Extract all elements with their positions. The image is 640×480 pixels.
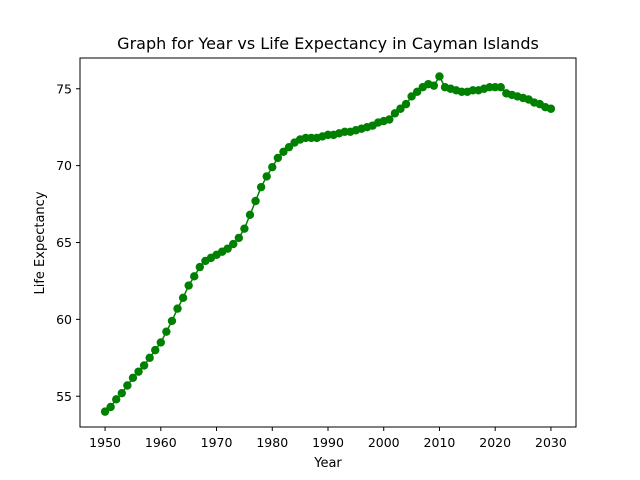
data-point (496, 83, 505, 92)
data-point (412, 87, 422, 97)
data-point (429, 81, 439, 90)
y-axis-label: Life Expectancy (33, 191, 48, 294)
y-tick-label: 75 (56, 81, 72, 96)
data-point (190, 272, 199, 281)
x-tick-label: 1960 (145, 435, 177, 450)
data-point (145, 353, 154, 363)
data-point (112, 395, 121, 404)
data-point (546, 104, 556, 113)
data-point (268, 162, 277, 172)
data-point (240, 224, 249, 233)
data-point (407, 92, 416, 101)
data-point (100, 407, 110, 416)
data-point (167, 316, 177, 326)
data-point (184, 281, 193, 290)
y-tick-label: 60 (56, 312, 72, 327)
x-tick-label: 2020 (479, 435, 511, 450)
data-point (251, 196, 260, 206)
x-tick-label: 2000 (368, 435, 400, 450)
y-tick-label: 70 (56, 158, 72, 173)
data-point (273, 153, 283, 163)
data-point (229, 239, 238, 249)
data-point (128, 373, 138, 382)
data-point (245, 210, 255, 220)
data-point (223, 244, 232, 253)
x-tick-label: 2030 (535, 435, 567, 450)
data-point (173, 304, 182, 313)
data-point (178, 293, 188, 303)
data-point (262, 172, 271, 181)
data-point (134, 367, 143, 376)
plot-area (100, 72, 556, 416)
data-point (106, 402, 115, 412)
data-point (151, 345, 160, 355)
x-tick-label: 2010 (424, 435, 456, 450)
data-point (123, 381, 132, 390)
data-point (162, 327, 171, 336)
x-axis-ticks: 1950 1960 1970 1980 1990 2000 2010 2020 2030 (89, 427, 567, 450)
x-axis-label: Year (313, 456, 342, 471)
data-point (234, 233, 244, 243)
data-point (401, 99, 411, 109)
data-point (390, 109, 400, 118)
data-point (435, 72, 444, 81)
data-point (284, 142, 294, 152)
x-tick-label: 1950 (89, 435, 121, 450)
data-point (385, 115, 394, 124)
chart-title: Graph for Year vs Life Expectancy in Cay… (117, 34, 539, 53)
y-axis-ticks: 55 60 65 70 75 (56, 81, 80, 404)
data-point (195, 262, 205, 272)
data-point (117, 388, 127, 398)
data-point (156, 338, 166, 347)
data-point (396, 104, 405, 113)
data-point (279, 147, 288, 156)
y-tick-label: 55 (56, 389, 72, 404)
data-point (256, 182, 266, 192)
data-point (139, 361, 149, 370)
x-tick-label: 1970 (201, 435, 233, 450)
y-tick-label: 65 (56, 235, 72, 250)
x-tick-label: 1980 (256, 435, 288, 450)
x-tick-label: 1990 (312, 435, 344, 450)
